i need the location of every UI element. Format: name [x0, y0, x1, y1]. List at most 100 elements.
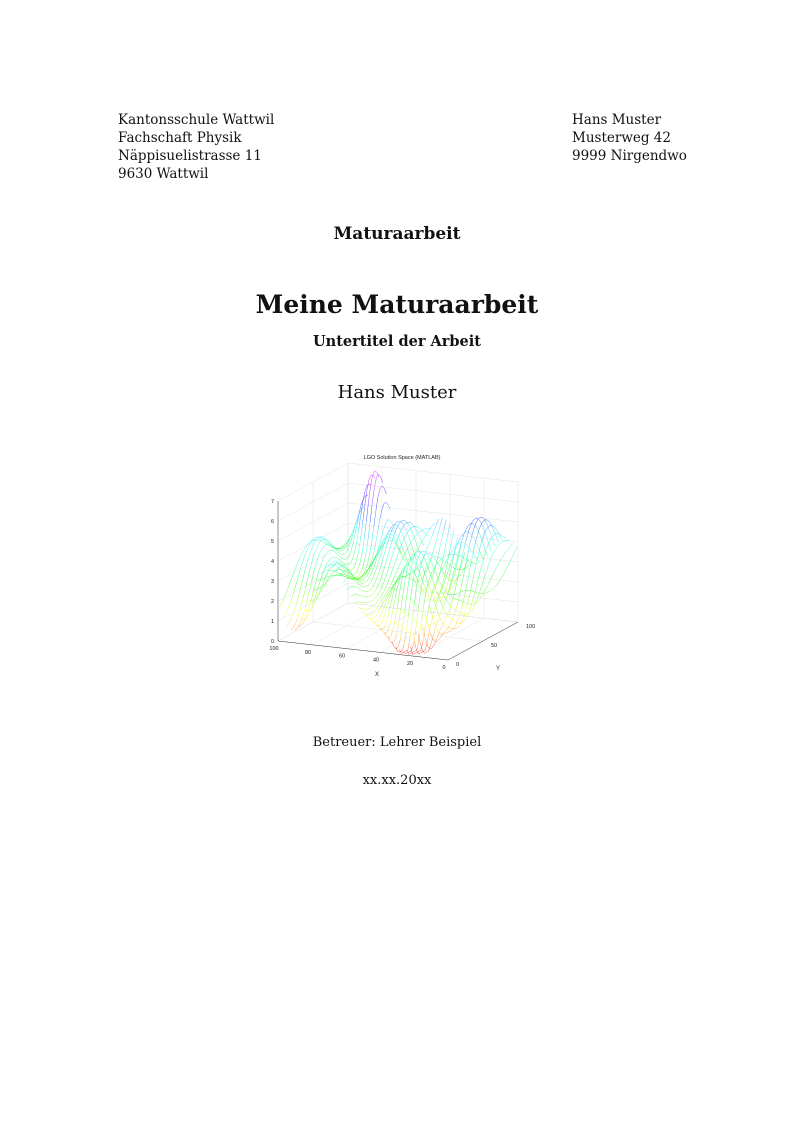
mesh-segment: [482, 526, 485, 532]
mesh-segment: [441, 583, 444, 590]
mesh-segment: [479, 542, 482, 551]
mesh-segment: [477, 559, 481, 563]
mesh-segment: [403, 564, 407, 568]
mesh-segment: [397, 564, 400, 570]
mesh-segment: [475, 600, 478, 604]
mesh-segment: [364, 485, 368, 491]
mesh-segment: [492, 539, 496, 547]
mesh-segment: [427, 565, 430, 573]
mesh-segment: [423, 531, 426, 535]
mesh-segment: [394, 579, 398, 583]
mesh-segment: [410, 560, 414, 570]
mesh-segment: [420, 640, 424, 651]
mesh-segment: [334, 574, 337, 576]
mesh-segment: [335, 557, 338, 559]
mesh-segment: [397, 576, 400, 580]
mesh-segment: [334, 548, 337, 551]
mesh-segment: [312, 604, 315, 608]
mesh-segment: [366, 502, 369, 522]
mesh-segment: [360, 608, 363, 610]
mesh-segment: [321, 541, 324, 543]
mesh-segment: [394, 542, 398, 547]
mesh-segment: [352, 576, 356, 579]
mesh-segment: [398, 609, 401, 624]
mesh-segment: [293, 606, 296, 614]
mesh-segment: [379, 537, 382, 546]
mesh-segment: [307, 569, 310, 579]
mesh-segment: [415, 567, 418, 570]
mesh-segment: [398, 521, 402, 524]
mesh-segment: [433, 582, 436, 589]
mesh-segment: [388, 588, 392, 593]
mesh-segment: [406, 561, 410, 571]
address-line: 9999 Nirgendwo: [572, 148, 687, 164]
mesh-segment: [342, 575, 345, 577]
mesh-segment: [405, 564, 408, 568]
mesh-segment: [451, 566, 454, 568]
mesh-segment: [373, 589, 377, 594]
mesh-segment: [359, 578, 362, 580]
mesh-segment: [446, 626, 449, 630]
mesh-segment: [365, 568, 369, 572]
mesh-segment: [337, 566, 340, 569]
mesh-segment: [453, 620, 456, 622]
mesh-segment: [423, 551, 427, 557]
mesh-segment: [388, 636, 391, 639]
mesh-segment: [384, 536, 388, 542]
mesh-segment: [413, 580, 416, 582]
mesh-segment: [465, 614, 468, 616]
mesh-segment: [292, 624, 296, 628]
mesh-segment: [403, 632, 407, 646]
mesh-segment: [376, 472, 380, 478]
mesh-segment: [381, 539, 385, 544]
mesh-segment: [387, 609, 390, 619]
mesh-segment: [379, 542, 383, 547]
mesh-segment: [452, 627, 455, 630]
mesh-segment: [480, 560, 484, 569]
mesh-segment: [392, 620, 396, 631]
mesh-segment: [390, 538, 393, 546]
mesh-segment: [448, 604, 452, 611]
mesh-segment: [462, 593, 466, 604]
mesh-segment: [480, 537, 484, 544]
mesh-segment: [313, 565, 316, 574]
mesh-segment: [453, 608, 456, 610]
mesh-segment: [428, 595, 431, 600]
mesh-segment: [481, 555, 484, 561]
mesh-segment: [445, 561, 448, 564]
mesh-segment: [370, 475, 373, 487]
y-axis: [447, 621, 519, 661]
mesh-segment: [391, 522, 395, 527]
mesh-segment: [515, 546, 518, 551]
mesh-segment: [342, 553, 346, 555]
mesh-segment: [472, 569, 476, 580]
mesh-segment: [416, 576, 419, 582]
mesh-segment: [419, 560, 423, 565]
mesh-segment: [449, 617, 452, 620]
grid-line: [347, 582, 519, 603]
mesh-segment: [393, 559, 397, 566]
mesh-segment: [440, 597, 443, 601]
mesh-segment: [468, 608, 471, 615]
mesh-segment: [346, 544, 350, 547]
mesh-segment: [453, 588, 456, 598]
mesh-segment: [436, 616, 440, 623]
mesh-segment: [370, 562, 374, 567]
mesh-segment: [447, 523, 451, 535]
mesh-segment: [337, 549, 340, 552]
mesh-segment: [464, 607, 467, 615]
mesh-segment: [344, 576, 347, 578]
mesh-segment: [446, 610, 450, 617]
address-line: Hans Muster: [572, 112, 662, 128]
mesh-segment: [473, 601, 477, 607]
mesh-segment: [446, 600, 450, 604]
mesh-segment: [302, 556, 305, 564]
mesh-segment: [341, 569, 344, 571]
mesh-segment: [441, 621, 444, 625]
mesh-segment: [355, 516, 358, 524]
mesh-segment: [368, 486, 371, 503]
mesh-segment: [346, 545, 350, 551]
mesh-segment: [423, 627, 426, 641]
mesh-segment: [491, 587, 495, 590]
mesh-segment: [408, 577, 412, 580]
